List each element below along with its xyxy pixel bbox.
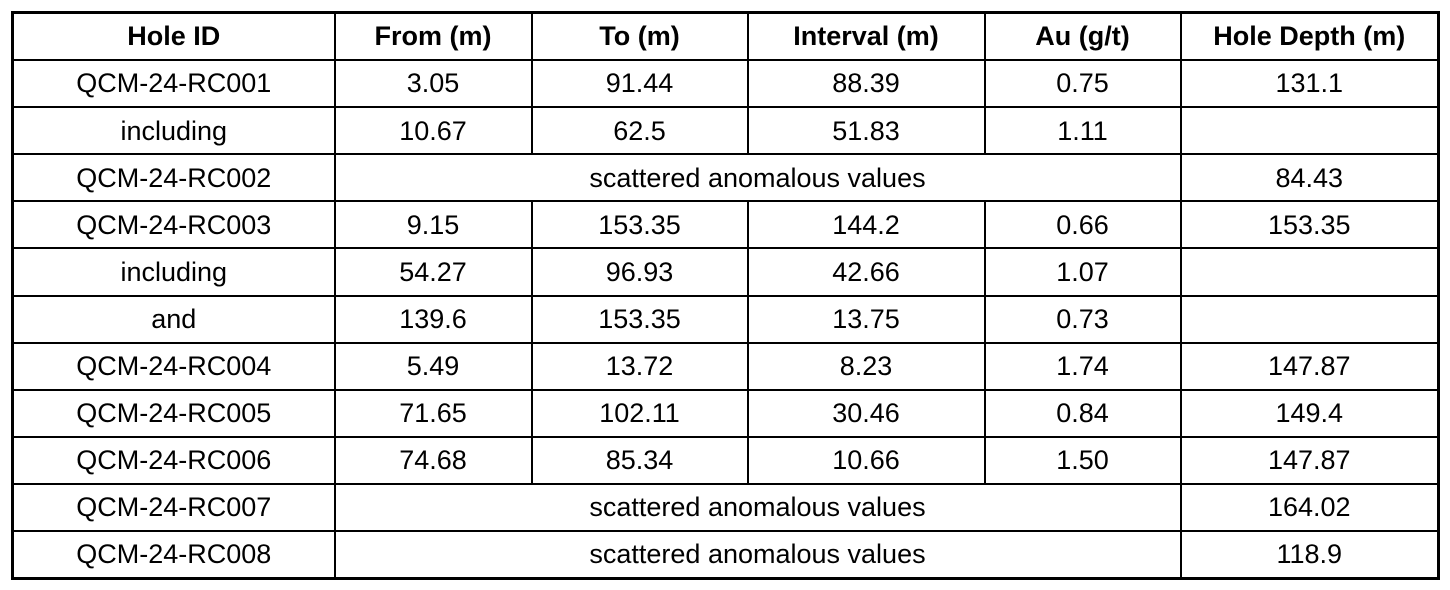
cell-to: 91.44 xyxy=(530,59,749,109)
cell-hole-id: QCM-24-RC008 xyxy=(11,530,336,580)
cell-merged-note: scattered anomalous values xyxy=(333,530,1182,580)
cell-hole-id: QCM-24-RC005 xyxy=(11,388,336,438)
cell-hole-id: QCM-24-RC004 xyxy=(11,341,336,391)
cell-depth: 149.4 xyxy=(1179,388,1440,438)
table-row: including 54.27 96.93 42.66 1.07 xyxy=(11,247,1440,297)
cell-from: 71.65 xyxy=(333,388,533,438)
cell-hole-id: QCM-24-RC003 xyxy=(11,200,336,250)
header-row: Hole ID From (m) To (m) Interval (m) Au … xyxy=(11,11,1440,62)
drill-results-table: Hole ID From (m) To (m) Interval (m) Au … xyxy=(11,11,1440,581)
header-hole-id: Hole ID xyxy=(11,11,336,62)
cell-depth: 118.9 xyxy=(1179,530,1440,580)
cell-merged-note: scattered anomalous values xyxy=(333,153,1182,203)
cell-interval: 88.39 xyxy=(746,59,986,109)
cell-from: 74.68 xyxy=(333,435,533,485)
cell-depth: 131.1 xyxy=(1179,59,1440,109)
cell-depth: 153.35 xyxy=(1179,200,1440,250)
cell-from: 5.49 xyxy=(333,341,533,391)
cell-au: 1.50 xyxy=(983,435,1182,485)
cell-au: 1.07 xyxy=(983,247,1182,297)
cell-hole-id: including xyxy=(11,106,336,156)
cell-interval: 8.23 xyxy=(746,341,986,391)
cell-to: 153.35 xyxy=(530,200,749,250)
cell-from: 139.6 xyxy=(333,294,533,344)
cell-interval: 13.75 xyxy=(746,294,986,344)
table-row: QCM-24-RC008 scattered anomalous values … xyxy=(11,530,1440,580)
cell-depth xyxy=(1179,247,1440,297)
cell-au: 1.74 xyxy=(983,341,1182,391)
table-row: QCM-24-RC005 71.65 102.11 30.46 0.84 149… xyxy=(11,388,1440,438)
cell-interval: 42.66 xyxy=(746,247,986,297)
cell-to: 153.35 xyxy=(530,294,749,344)
cell-interval: 30.46 xyxy=(746,388,986,438)
header-hole-depth: Hole Depth (m) xyxy=(1179,11,1440,62)
cell-depth: 147.87 xyxy=(1179,341,1440,391)
cell-hole-id: QCM-24-RC006 xyxy=(11,435,336,485)
cell-to: 13.72 xyxy=(530,341,749,391)
cell-hole-id: QCM-24-RC007 xyxy=(11,482,336,533)
cell-to: 102.11 xyxy=(530,388,749,438)
cell-hole-id: and xyxy=(11,294,336,344)
cell-to: 62.5 xyxy=(530,106,749,156)
table-row: QCM-24-RC001 3.05 91.44 88.39 0.75 131.1 xyxy=(11,59,1440,109)
table-row: QCM-24-RC004 5.49 13.72 8.23 1.74 147.87 xyxy=(11,341,1440,391)
cell-au: 0.75 xyxy=(983,59,1182,109)
cell-hole-id: including xyxy=(11,247,336,297)
cell-merged-note: scattered anomalous values xyxy=(333,482,1182,533)
table-row: QCM-24-RC006 74.68 85.34 10.66 1.50 147.… xyxy=(11,435,1440,485)
table-row: QCM-24-RC003 9.15 153.35 144.2 0.66 153.… xyxy=(11,200,1440,250)
cell-from: 10.67 xyxy=(333,106,533,156)
cell-interval: 10.66 xyxy=(746,435,986,485)
table-row: QCM-24-RC002 scattered anomalous values … xyxy=(11,153,1440,203)
cell-from: 3.05 xyxy=(333,59,533,109)
cell-to: 85.34 xyxy=(530,435,749,485)
cell-depth xyxy=(1179,106,1440,156)
cell-to: 96.93 xyxy=(530,247,749,297)
cell-depth: 84.43 xyxy=(1179,153,1440,203)
cell-au: 0.66 xyxy=(983,200,1182,250)
table-row: including 10.67 62.5 51.83 1.11 xyxy=(11,106,1440,156)
cell-from: 54.27 xyxy=(333,247,533,297)
cell-au: 0.73 xyxy=(983,294,1182,344)
table-row: QCM-24-RC007 scattered anomalous values … xyxy=(11,482,1440,533)
cell-interval: 51.83 xyxy=(746,106,986,156)
cell-interval: 144.2 xyxy=(746,200,986,250)
cell-depth: 164.02 xyxy=(1179,482,1440,533)
cell-hole-id: QCM-24-RC002 xyxy=(11,153,336,203)
table-row: and 139.6 153.35 13.75 0.73 xyxy=(11,294,1440,344)
cell-depth xyxy=(1179,294,1440,344)
cell-hole-id: QCM-24-RC001 xyxy=(11,59,336,109)
cell-from: 9.15 xyxy=(333,200,533,250)
header-au: Au (g/t) xyxy=(983,11,1182,62)
header-from: From (m) xyxy=(333,11,533,62)
cell-au: 0.84 xyxy=(983,388,1182,438)
cell-depth: 147.87 xyxy=(1179,435,1440,485)
header-to: To (m) xyxy=(530,11,749,62)
header-interval: Interval (m) xyxy=(746,11,986,62)
cell-au: 1.11 xyxy=(983,106,1182,156)
